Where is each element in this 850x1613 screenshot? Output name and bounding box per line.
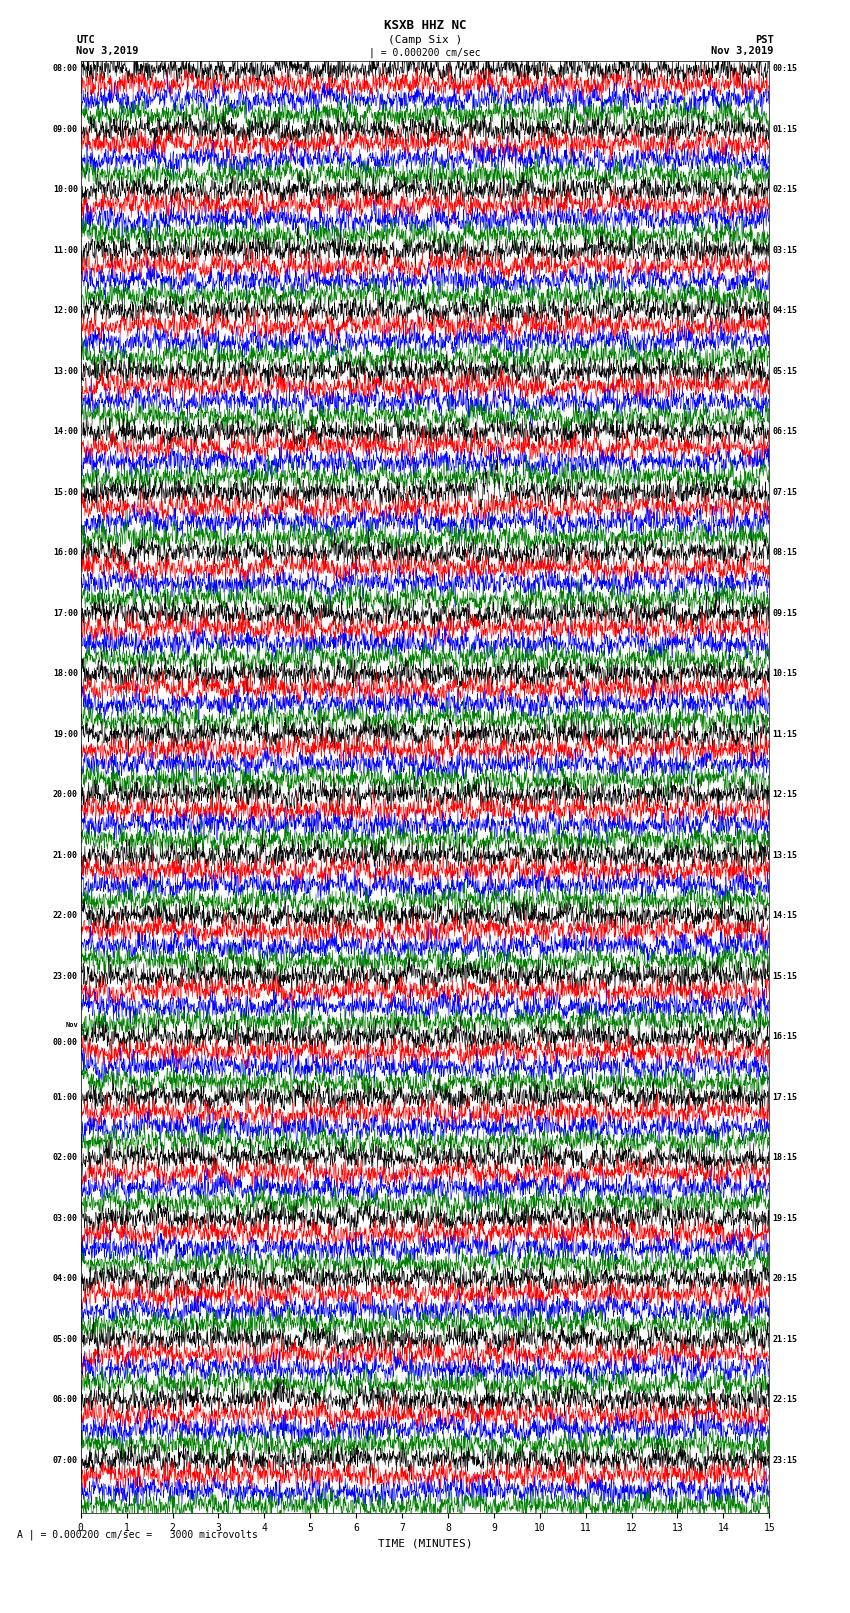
Text: 13:15: 13:15 bbox=[772, 850, 797, 860]
Text: 12:15: 12:15 bbox=[772, 790, 797, 798]
Text: 15:00: 15:00 bbox=[53, 487, 78, 497]
Text: 17:00: 17:00 bbox=[53, 608, 78, 618]
Text: 23:00: 23:00 bbox=[53, 971, 78, 981]
Text: 15:15: 15:15 bbox=[772, 971, 797, 981]
Text: 16:00: 16:00 bbox=[53, 548, 78, 556]
Text: 07:00: 07:00 bbox=[53, 1455, 78, 1465]
Text: 11:15: 11:15 bbox=[772, 729, 797, 739]
Text: 02:15: 02:15 bbox=[772, 185, 797, 194]
Text: (Camp Six ): (Camp Six ) bbox=[388, 35, 462, 45]
Text: 21:15: 21:15 bbox=[772, 1334, 797, 1344]
Text: 14:15: 14:15 bbox=[772, 911, 797, 919]
Text: 11:00: 11:00 bbox=[53, 245, 78, 255]
Text: UTC: UTC bbox=[76, 35, 95, 45]
Text: | = 0.000200 cm/sec: | = 0.000200 cm/sec bbox=[369, 47, 481, 58]
Text: 07:15: 07:15 bbox=[772, 487, 797, 497]
Text: 22:15: 22:15 bbox=[772, 1395, 797, 1403]
Text: 05:15: 05:15 bbox=[772, 366, 797, 376]
Text: 09:15: 09:15 bbox=[772, 608, 797, 618]
Text: 20:15: 20:15 bbox=[772, 1274, 797, 1282]
Text: 03:00: 03:00 bbox=[53, 1213, 78, 1223]
Text: 13:00: 13:00 bbox=[53, 366, 78, 376]
Text: 12:00: 12:00 bbox=[53, 306, 78, 315]
Text: 03:15: 03:15 bbox=[772, 245, 797, 255]
Text: 14:00: 14:00 bbox=[53, 427, 78, 436]
Text: 05:00: 05:00 bbox=[53, 1334, 78, 1344]
Text: A | = 0.000200 cm/sec =   3000 microvolts: A | = 0.000200 cm/sec = 3000 microvolts bbox=[17, 1529, 258, 1540]
Text: PST: PST bbox=[755, 35, 774, 45]
Text: 04:15: 04:15 bbox=[772, 306, 797, 315]
Text: 01:15: 01:15 bbox=[772, 124, 797, 134]
Text: 09:00: 09:00 bbox=[53, 124, 78, 134]
Text: 16:15: 16:15 bbox=[772, 1032, 797, 1040]
Text: 06:00: 06:00 bbox=[53, 1395, 78, 1403]
Text: Nov 3,2019: Nov 3,2019 bbox=[711, 47, 774, 56]
Text: 19:15: 19:15 bbox=[772, 1213, 797, 1223]
Text: 00:00: 00:00 bbox=[53, 1039, 78, 1047]
Text: 18:00: 18:00 bbox=[53, 669, 78, 677]
Text: 08:15: 08:15 bbox=[772, 548, 797, 556]
Text: 08:00: 08:00 bbox=[53, 65, 78, 73]
Text: 20:00: 20:00 bbox=[53, 790, 78, 798]
Text: 06:15: 06:15 bbox=[772, 427, 797, 436]
Text: Nov 3,2019: Nov 3,2019 bbox=[76, 47, 139, 56]
Text: 04:00: 04:00 bbox=[53, 1274, 78, 1282]
Text: 01:00: 01:00 bbox=[53, 1092, 78, 1102]
Text: Nov: Nov bbox=[65, 1023, 78, 1027]
Text: 10:00: 10:00 bbox=[53, 185, 78, 194]
Text: 23:15: 23:15 bbox=[772, 1455, 797, 1465]
Text: KSXB HHZ NC: KSXB HHZ NC bbox=[383, 19, 467, 32]
Text: 00:15: 00:15 bbox=[772, 65, 797, 73]
Text: 22:00: 22:00 bbox=[53, 911, 78, 919]
Text: 21:00: 21:00 bbox=[53, 850, 78, 860]
Text: 18:15: 18:15 bbox=[772, 1153, 797, 1161]
X-axis label: TIME (MINUTES): TIME (MINUTES) bbox=[377, 1539, 473, 1548]
Text: 19:00: 19:00 bbox=[53, 729, 78, 739]
Text: 02:00: 02:00 bbox=[53, 1153, 78, 1161]
Text: 17:15: 17:15 bbox=[772, 1092, 797, 1102]
Text: 10:15: 10:15 bbox=[772, 669, 797, 677]
